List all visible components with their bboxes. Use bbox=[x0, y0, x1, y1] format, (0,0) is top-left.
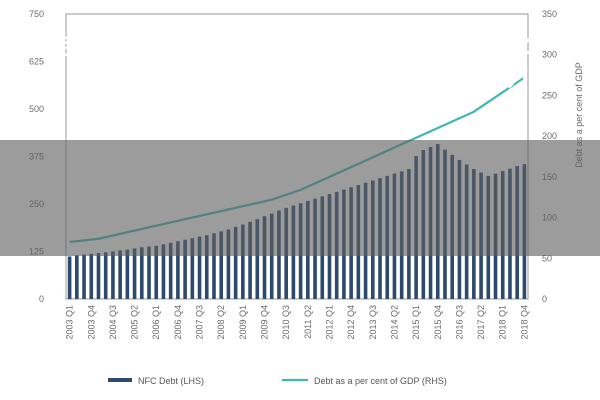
bar-16 bbox=[183, 239, 187, 299]
headline-overlay bbox=[0, 140, 600, 256]
bar-5 bbox=[103, 252, 108, 299]
right-tick-label-6: 300 bbox=[542, 50, 557, 60]
bar-1 bbox=[75, 255, 79, 299]
x-tick-label-15: 2014 Q2 bbox=[390, 305, 400, 340]
x-tick-label-20: 2018 Q1 bbox=[498, 305, 508, 340]
headline-line-3: 股 bbox=[289, 99, 311, 123]
x-tick-label-19: 2017 Q2 bbox=[476, 305, 486, 340]
legend-swatch-nfc-debt bbox=[108, 378, 132, 382]
x-tick-label-0: 2003 Q1 bbox=[65, 305, 75, 340]
x-tick-label-13: 2012 Q4 bbox=[346, 305, 356, 340]
left-tick-label-0: 0 bbox=[39, 294, 44, 304]
bar-24 bbox=[241, 224, 245, 299]
bar-14 bbox=[168, 242, 173, 299]
left-tick-label-6: 750 bbox=[29, 9, 44, 19]
x-tick-label-14: 2013 Q3 bbox=[368, 305, 378, 340]
bar-8 bbox=[125, 249, 130, 299]
x-tick-label-7: 2008 Q2 bbox=[216, 305, 226, 340]
bar-6 bbox=[111, 251, 115, 299]
bar-17 bbox=[190, 238, 195, 299]
x-tick-label-12: 2012 Q1 bbox=[325, 305, 335, 340]
bar-13 bbox=[161, 244, 166, 299]
bar-10 bbox=[139, 247, 144, 299]
x-tick-label-8: 2009 Q1 bbox=[238, 305, 248, 340]
x-tick-label-18: 2016 Q3 bbox=[454, 305, 464, 340]
legend-label-debt-gdp: Debt as a per cent of GDP (RHS) bbox=[314, 376, 447, 386]
right-tick-label-1: 50 bbox=[542, 253, 552, 263]
right-tick-label-5: 250 bbox=[542, 90, 557, 100]
x-tick-label-6: 2007 Q3 bbox=[195, 305, 205, 340]
x-axis-ticks: 2003 Q1 2003 Q4 2004 Q3 2005 Q2 2006 Q1 2006 … bbox=[65, 305, 530, 340]
x-tick-label-21: 2018 Q4 bbox=[519, 305, 529, 340]
bar-0 bbox=[67, 256, 72, 299]
headline-line-2: ：回购完成 累计耗资1513.18万元回购195.53万股 bbox=[50, 67, 550, 91]
right-tick-label-4: 200 bbox=[542, 131, 557, 141]
right-tick-label-0: 0 bbox=[542, 294, 547, 304]
bar-21 bbox=[219, 231, 224, 299]
right-axis-label: Debt as a per cent of GDP bbox=[574, 62, 584, 168]
bar-15 bbox=[176, 241, 180, 299]
x-tick-label-16: 2015 Q1 bbox=[411, 305, 421, 340]
bar-9 bbox=[132, 248, 137, 299]
bar-19 bbox=[204, 235, 209, 299]
bar-18 bbox=[197, 236, 202, 299]
x-tick-label-3: 2005 Q2 bbox=[130, 305, 140, 340]
x-tick-label-5: 2006 Q4 bbox=[173, 305, 183, 340]
bar-11 bbox=[147, 246, 151, 299]
legend-label-nfc-debt: NFC Debt (LHS) bbox=[138, 376, 204, 386]
right-tick-label-7: 350 bbox=[542, 9, 557, 19]
bar-22 bbox=[226, 229, 231, 299]
bar-20 bbox=[212, 233, 216, 299]
bar-27 bbox=[262, 216, 267, 299]
bar-4 bbox=[96, 253, 101, 299]
legend: NFC Debt (LHS) Debt as a per cent of GDP… bbox=[108, 376, 447, 386]
x-tick-label-11: 2011 Q2 bbox=[303, 305, 313, 339]
x-tick-label-1: 2003 Q4 bbox=[86, 305, 96, 340]
bar-3 bbox=[89, 253, 94, 299]
left-tick-label-4: 500 bbox=[29, 104, 44, 114]
bar-23 bbox=[233, 226, 238, 299]
bar-28 bbox=[269, 213, 274, 299]
bar-26 bbox=[255, 219, 260, 299]
bar-2 bbox=[82, 254, 86, 299]
headline-line-1: 股票配资实盘有哪些平台? 庄园牧场(002910.SZ) bbox=[60, 35, 540, 59]
x-tick-label-4: 2006 Q1 bbox=[151, 305, 161, 340]
left-tick-label-5: 625 bbox=[29, 57, 44, 67]
bar-12 bbox=[154, 245, 159, 299]
x-tick-label-17: 2015 Q4 bbox=[433, 305, 443, 340]
bar-25 bbox=[248, 221, 252, 299]
x-tick-label-9: 2009 Q4 bbox=[260, 305, 270, 340]
x-tick-label-2: 2004 Q3 bbox=[108, 305, 118, 340]
bar-7 bbox=[118, 250, 122, 299]
x-tick-label-10: 2010 Q3 bbox=[281, 305, 291, 340]
